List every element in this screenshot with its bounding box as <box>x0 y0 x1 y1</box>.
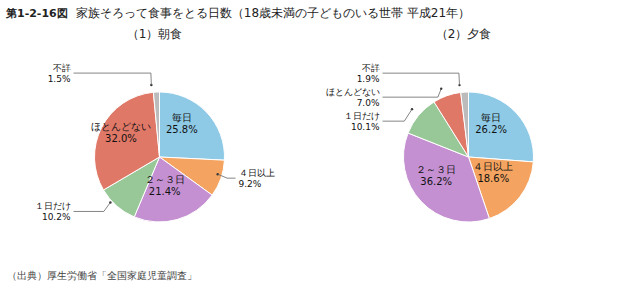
svg-text:４日以上18.6%: ４日以上18.6% <box>473 161 513 184</box>
svg-text:ほとんどない32.0%: ほとんどない32.0% <box>91 121 151 144</box>
svg-text:毎日26.2%: 毎日26.2% <box>475 112 507 135</box>
html-text:（1）朝食: （1）朝食 <box>126 27 183 41</box>
svg-text:不詳1.9%: 不詳1.9% <box>357 63 380 84</box>
html-text:（出典）厚生労働省「全国家庭児童調査」: （出典）厚生労働省「全国家庭児童調査」 <box>7 270 197 281</box>
svg-text:４日以上9.2%: ４日以上9.2% <box>239 168 275 189</box>
svg-text:毎日25.8%: 毎日25.8% <box>166 112 198 135</box>
html-text:（2）夕食: （2）夕食 <box>435 27 492 41</box>
svg-text:２～３日21.4%: ２～３日21.4% <box>145 174 185 197</box>
html-text:家族そろって食事をとる日数（18歳未満の子どものいる世帯 平: 家族そろって食事をとる日数（18歳未満の子どものいる世帯 平成21年） <box>75 5 471 20</box>
svg-text:１日だけ10.1%: １日だけ10.1% <box>344 111 380 132</box>
svg-text:ほとんどない7.0%: ほとんどない7.0% <box>326 87 380 108</box>
svg-text:２～３日36.2%: ２～３日36.2% <box>416 164 456 187</box>
html-text:第1-2-16図: 第1-2-16図 <box>6 6 68 20</box>
svg-text:不詳1.5%: 不詳1.5% <box>48 63 71 84</box>
svg-text:１日だけ10.2%: １日だけ10.2% <box>35 201 71 222</box>
